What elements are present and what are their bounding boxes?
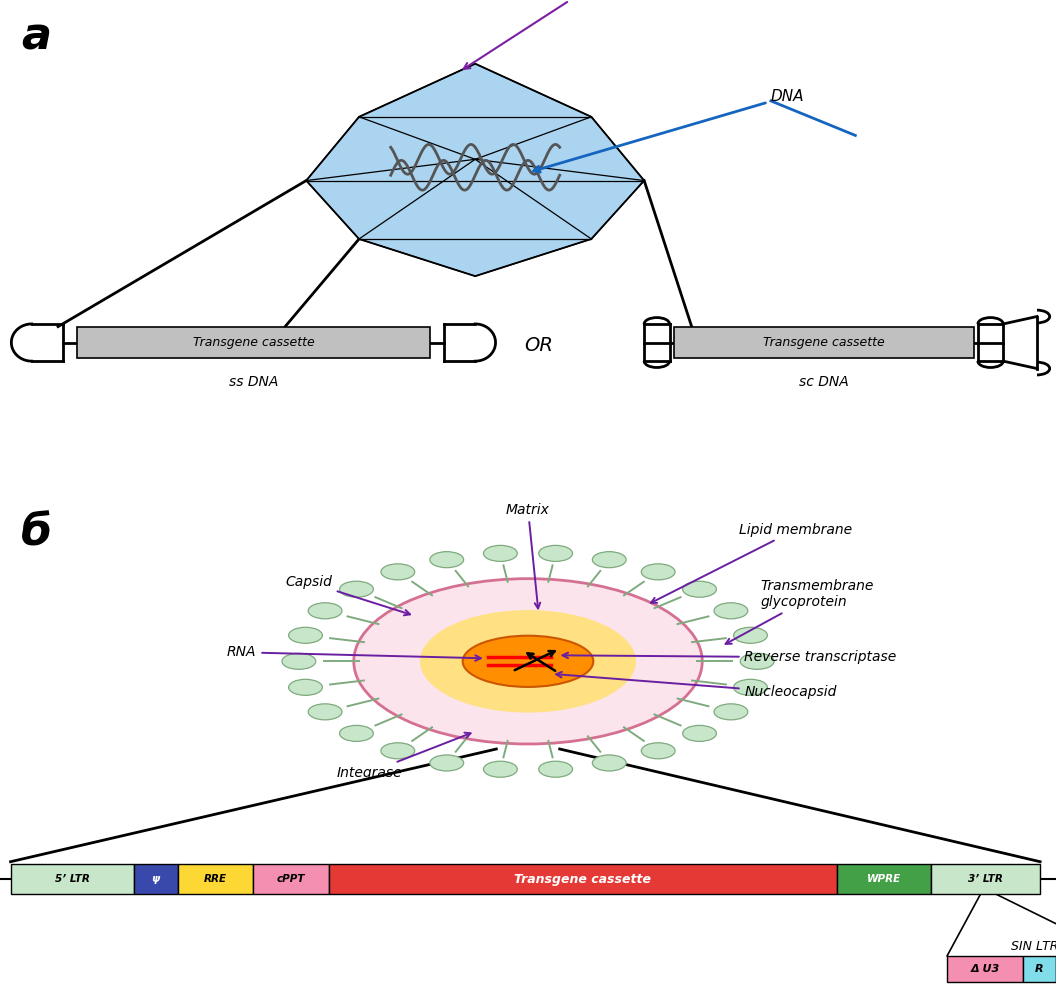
Circle shape	[381, 564, 415, 580]
Circle shape	[288, 679, 322, 695]
Text: ψ: ψ	[152, 875, 159, 884]
Polygon shape	[306, 64, 644, 277]
Circle shape	[734, 627, 768, 643]
Circle shape	[282, 653, 316, 669]
Text: Nucleocapsid: Nucleocapsid	[557, 672, 836, 699]
Circle shape	[592, 552, 626, 568]
Text: 3’ LTR: 3’ LTR	[968, 875, 1003, 884]
Text: sc DNA: sc DNA	[798, 376, 849, 390]
Circle shape	[340, 581, 374, 597]
FancyBboxPatch shape	[931, 864, 1040, 894]
Text: а: а	[21, 16, 51, 59]
Text: SIN LTR: SIN LTR	[1011, 941, 1056, 954]
Text: Transgene cassette: Transgene cassette	[192, 336, 315, 349]
Circle shape	[714, 603, 748, 619]
Text: Lipid membrane: Lipid membrane	[650, 523, 852, 603]
FancyBboxPatch shape	[836, 864, 931, 894]
Circle shape	[340, 725, 374, 741]
FancyBboxPatch shape	[674, 327, 974, 359]
Text: R: R	[1035, 964, 1043, 974]
Circle shape	[308, 703, 342, 719]
Text: б: б	[21, 511, 52, 554]
Text: Transgene cassette: Transgene cassette	[762, 336, 885, 349]
Circle shape	[288, 627, 322, 643]
FancyBboxPatch shape	[177, 864, 253, 894]
Circle shape	[354, 579, 702, 743]
Circle shape	[641, 564, 675, 580]
Text: DNA: DNA	[533, 89, 805, 172]
Circle shape	[682, 725, 716, 741]
Circle shape	[641, 742, 675, 759]
Text: ss DNA: ss DNA	[229, 376, 278, 390]
FancyBboxPatch shape	[134, 864, 177, 894]
FancyBboxPatch shape	[253, 864, 328, 894]
Text: Reverse transcriptase: Reverse transcriptase	[563, 650, 897, 664]
Text: OR: OR	[524, 336, 553, 355]
Text: cPPT: cPPT	[277, 875, 305, 884]
Circle shape	[430, 755, 464, 771]
Text: RNA: RNA	[227, 645, 480, 661]
Ellipse shape	[463, 635, 593, 687]
Text: Capsid: Capsid	[464, 0, 611, 69]
Text: Transmembrane
glycoprotein: Transmembrane glycoprotein	[725, 579, 873, 644]
Circle shape	[740, 653, 774, 669]
FancyBboxPatch shape	[947, 956, 1022, 982]
Circle shape	[539, 545, 572, 561]
Text: Matrix: Matrix	[506, 503, 550, 608]
Circle shape	[381, 742, 415, 759]
Text: Δ U3: Δ U3	[970, 964, 999, 974]
Circle shape	[430, 552, 464, 568]
Circle shape	[308, 603, 342, 619]
Text: RRE: RRE	[204, 875, 227, 884]
Circle shape	[714, 703, 748, 719]
Text: 5’ LTR: 5’ LTR	[55, 875, 90, 884]
Text: Capsid: Capsid	[285, 575, 410, 615]
Circle shape	[539, 762, 572, 778]
FancyBboxPatch shape	[328, 864, 836, 894]
Circle shape	[682, 581, 716, 597]
Circle shape	[484, 545, 517, 561]
Circle shape	[734, 679, 768, 695]
Circle shape	[592, 755, 626, 771]
FancyBboxPatch shape	[11, 864, 134, 894]
Text: Transgene cassette: Transgene cassette	[514, 873, 652, 886]
Circle shape	[484, 762, 517, 778]
Text: Integrase: Integrase	[337, 732, 471, 780]
Text: WPRE: WPRE	[867, 875, 901, 884]
FancyBboxPatch shape	[77, 327, 430, 359]
Circle shape	[420, 610, 636, 712]
FancyBboxPatch shape	[1022, 956, 1056, 982]
